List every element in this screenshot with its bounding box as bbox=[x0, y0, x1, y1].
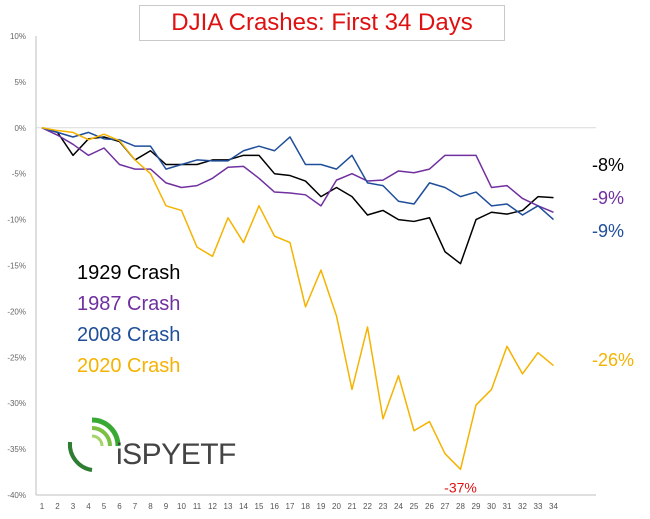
x-tick-label: 8 bbox=[148, 502, 153, 511]
y-tick-label: -40% bbox=[7, 491, 26, 500]
x-tick-label: 9 bbox=[164, 502, 169, 511]
x-tick-label: 4 bbox=[86, 502, 91, 511]
y-tick-label: -30% bbox=[7, 399, 26, 408]
series-line-1929 bbox=[41, 127, 554, 265]
x-tick-label: 30 bbox=[487, 502, 496, 511]
x-tick-label: 2 bbox=[55, 502, 60, 511]
chart-title-text: DJIA Crashes: First 34 Days bbox=[171, 9, 473, 36]
x-tick-label: 33 bbox=[534, 502, 543, 511]
ispyetf-logo: iSPYETF bbox=[62, 412, 236, 478]
x-tick-label: 7 bbox=[133, 502, 138, 511]
y-tick-label: -5% bbox=[12, 170, 26, 179]
x-tick-label: 12 bbox=[208, 502, 217, 511]
x-tick-label: 25 bbox=[410, 502, 419, 511]
annotation-label: -37% bbox=[444, 479, 477, 495]
logo-text: iSPYETF bbox=[116, 438, 236, 471]
y-tick-label: -25% bbox=[7, 353, 26, 362]
end-label-2008: -9% bbox=[592, 221, 624, 241]
x-tick-label: 10 bbox=[177, 502, 186, 511]
end-label-2020: -26% bbox=[592, 350, 634, 370]
x-tick-label: 3 bbox=[71, 502, 76, 511]
y-tick-label: -35% bbox=[7, 445, 26, 454]
x-tick-label: 16 bbox=[270, 502, 279, 511]
x-tick-label: 23 bbox=[379, 502, 388, 511]
series-line-2008 bbox=[41, 127, 554, 221]
logo-swirl-icon bbox=[67, 417, 121, 472]
x-tick-label: 31 bbox=[503, 502, 512, 511]
x-tick-label: 22 bbox=[363, 502, 372, 511]
x-tick-label: 6 bbox=[117, 502, 122, 511]
series-line-2020 bbox=[41, 127, 554, 471]
x-tick-label: 15 bbox=[255, 502, 264, 511]
series-end-labels: -8% -9% -9% -26% bbox=[592, 155, 634, 370]
legend-item-1987: 1987 Crash bbox=[77, 293, 181, 315]
series-line-1987 bbox=[41, 127, 554, 213]
y-tick-label: 10% bbox=[10, 32, 26, 41]
x-tick-label: 13 bbox=[224, 502, 233, 511]
end-label-1929: -8% bbox=[592, 155, 624, 175]
annotations: -37% bbox=[444, 479, 477, 495]
y-tick-label: -20% bbox=[7, 307, 26, 316]
x-tick-label: 5 bbox=[102, 502, 107, 511]
x-tick-label: 34 bbox=[549, 502, 558, 511]
x-tick-label: 1 bbox=[40, 502, 45, 511]
x-tick-label: 24 bbox=[394, 502, 403, 511]
legend-item-2008: 2008 Crash bbox=[77, 324, 181, 346]
series-lines bbox=[41, 127, 554, 471]
legend: 1929 Crash 1987 Crash 2008 Crash 2020 Cr… bbox=[77, 258, 180, 382]
legend-item-1929: 1929 Crash bbox=[77, 262, 181, 284]
y-tick-label: 5% bbox=[14, 78, 26, 87]
y-axis: 10% 5% 0% -5% -10% -15% -20% -25% -30% -35% -40% bbox=[7, 32, 37, 500]
x-axis: 1 2 3 4 5 6 7 8 9 10 11 12 13 14 15 16 17 18 19 20 21 22 23 24 2… bbox=[36, 494, 596, 511]
x-tick-label: 11 bbox=[193, 502, 202, 511]
x-tick-label: 28 bbox=[456, 502, 465, 511]
x-tick-label: 26 bbox=[425, 502, 434, 511]
chart-title: DJIA Crashes: First 34 Days bbox=[139, 5, 505, 41]
x-tick-label: 29 bbox=[472, 502, 481, 511]
x-tick-label: 20 bbox=[332, 502, 341, 511]
x-tick-label: 18 bbox=[301, 502, 310, 511]
x-tick-label: 32 bbox=[518, 502, 527, 511]
x-tick-label: 21 bbox=[348, 502, 357, 511]
legend-item-2020: 2020 Crash bbox=[77, 355, 181, 377]
x-tick-label: 27 bbox=[441, 502, 450, 511]
y-tick-label: 0% bbox=[14, 124, 26, 133]
x-tick-label: 17 bbox=[286, 502, 295, 511]
y-tick-label: -10% bbox=[7, 216, 26, 225]
x-tick-label: 19 bbox=[317, 502, 326, 511]
end-label-1987: -9% bbox=[592, 188, 624, 208]
y-tick-label: -15% bbox=[7, 262, 26, 271]
x-tick-label: 14 bbox=[239, 502, 248, 511]
